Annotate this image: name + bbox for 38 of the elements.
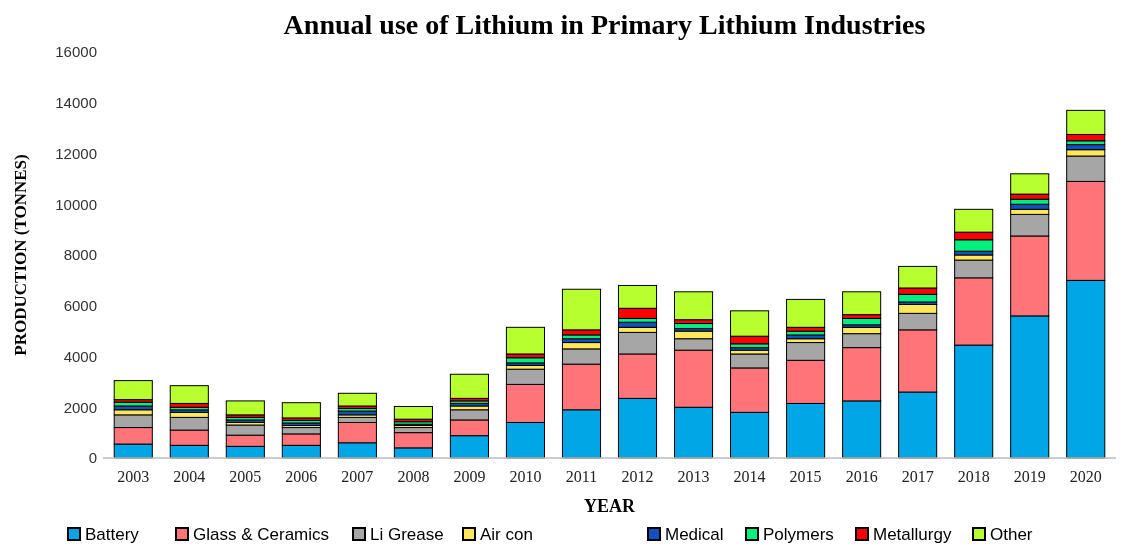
legend-label: Polymers (763, 525, 834, 544)
x-tick-label: 2018 (957, 468, 990, 485)
y-tick-label: 12000 (55, 144, 97, 162)
x-tick-label: 2017 (901, 468, 934, 485)
y-tick-label: 10000 (55, 195, 97, 213)
x-tick-label: 2009 (453, 468, 486, 485)
legend-label: Battery (85, 525, 140, 544)
legend-label: Air con (480, 525, 533, 544)
legend-label: Li Grease (370, 525, 444, 544)
y-axis-title: PRODUCTION (TONNES) (11, 154, 30, 356)
chart-title: Annual use of Lithium in Primary Lithium Industries (283, 9, 926, 40)
x-tick-label: 2015 (789, 468, 822, 485)
x-tick-label: 2020 (1069, 468, 1102, 485)
legend-label: Metallurgy (873, 525, 952, 544)
x-tick-label: 2011 (565, 468, 598, 485)
x-tick-label: 2007 (341, 468, 374, 485)
x-tick-label: 2010 (509, 468, 542, 485)
x-tick-label: 2012 (621, 468, 654, 485)
x-tick-label: 2014 (733, 468, 766, 485)
y-tick-label: 16000 (55, 43, 97, 61)
x-tick-label: 2003 (117, 468, 150, 485)
x-tick-label: 2019 (1013, 468, 1046, 485)
x-tick-label: 2005 (229, 468, 262, 485)
x-tick-label: 2004 (173, 468, 206, 485)
y-tick-label: 2000 (63, 398, 97, 416)
x-tick-label: 2008 (397, 468, 430, 485)
legend-label: Other (990, 525, 1033, 544)
x-tick-label: 2006 (285, 468, 318, 485)
y-tick-label: 8000 (63, 246, 97, 264)
y-tick-label: 4000 (63, 347, 97, 365)
x-axis-title: YEAR (583, 496, 636, 516)
y-tick-label: 14000 (55, 94, 97, 111)
legend-label: Glass & Ceramics (193, 525, 330, 544)
y-tick-label: 6000 (63, 297, 97, 314)
x-tick-label: 2016 (845, 468, 878, 485)
x-tick-label: 2013 (677, 468, 710, 485)
legend-label: Medical (665, 525, 724, 544)
y-tick-label: 0 (88, 449, 97, 467)
